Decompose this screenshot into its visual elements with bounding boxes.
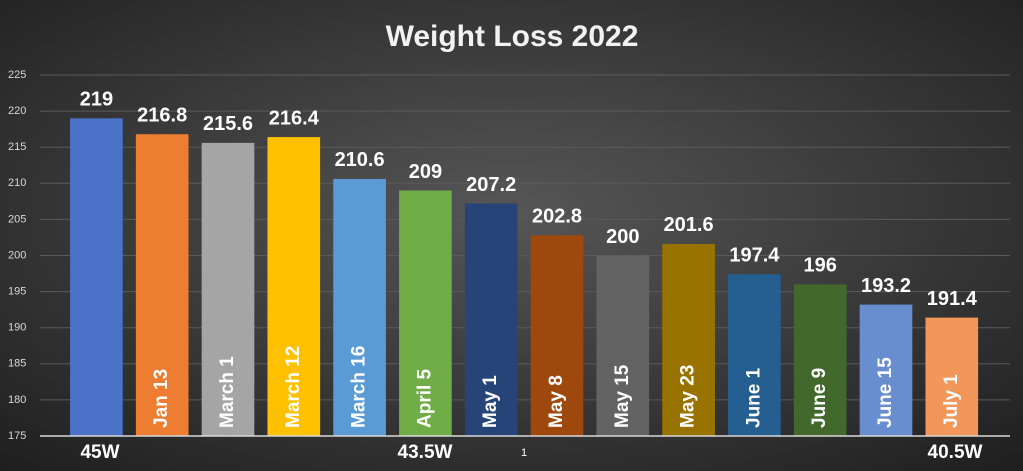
x-tick-label: July 1: [941, 374, 962, 428]
y-tick-label: 215: [8, 141, 26, 153]
x-tick-label: June 1: [743, 367, 764, 428]
x-tick-label: May 8: [546, 375, 567, 428]
value-label: 191.4: [927, 288, 978, 310]
value-label: 207.2: [466, 174, 516, 196]
x-tick-label: March 1: [217, 356, 238, 428]
bar: [925, 317, 979, 436]
bar: [530, 235, 584, 436]
bar: [399, 190, 452, 436]
value-label: 200: [606, 226, 639, 248]
bar: [135, 134, 189, 437]
y-tick-label: 190: [8, 322, 26, 334]
annotation: 1: [521, 447, 527, 459]
value-label: 209: [409, 161, 442, 183]
y-tick-label: 210: [8, 177, 26, 189]
value-label: 215.6: [203, 113, 253, 135]
annotation: 45W: [80, 442, 119, 463]
bar: [596, 255, 650, 436]
chart-title: Weight Loss 2022: [386, 20, 639, 53]
value-label: 201.6: [664, 214, 714, 236]
x-tick-label: Jan 13: [151, 369, 172, 428]
y-tick-label: 220: [8, 105, 26, 117]
bar: [662, 243, 715, 436]
x-tick-label: March 12: [283, 346, 304, 428]
x-tick-label: May 1: [480, 375, 501, 428]
annotation: 43.5W: [398, 442, 453, 463]
bar: [201, 142, 255, 437]
value-label: 197.4: [729, 245, 780, 267]
y-tick-label: 205: [8, 213, 26, 225]
value-label: 210.6: [335, 149, 385, 171]
x-tick-label: April 5: [414, 368, 435, 428]
y-tick-label: 195: [8, 286, 26, 298]
x-tick-label: June 9: [809, 368, 830, 428]
value-label: 216.4: [269, 107, 320, 129]
bar: [728, 274, 781, 436]
value-label: 202.8: [532, 206, 582, 228]
bar: [333, 178, 386, 436]
x-tick-label: March 16: [349, 346, 370, 428]
bar: [267, 137, 321, 437]
y-tick-label: 180: [8, 394, 26, 406]
x-tick-label: May 15: [612, 364, 633, 428]
x-tick-label: May 23: [678, 365, 699, 428]
value-label: 193.2: [861, 275, 911, 297]
value-label: 219: [80, 89, 113, 111]
bar: [859, 304, 913, 436]
y-tick-label: 175: [8, 430, 26, 442]
value-label: 196: [804, 255, 837, 277]
y-tick-label: 200: [8, 249, 26, 261]
bar: [70, 118, 123, 436]
bar: [793, 284, 847, 436]
y-tick-label: 225: [8, 69, 26, 81]
bar: [464, 203, 518, 436]
y-tick-label: 185: [8, 358, 26, 370]
x-tick-label: June 15: [875, 357, 896, 428]
value-label: 216.8: [137, 104, 187, 126]
annotation: 40.5W: [928, 442, 983, 463]
